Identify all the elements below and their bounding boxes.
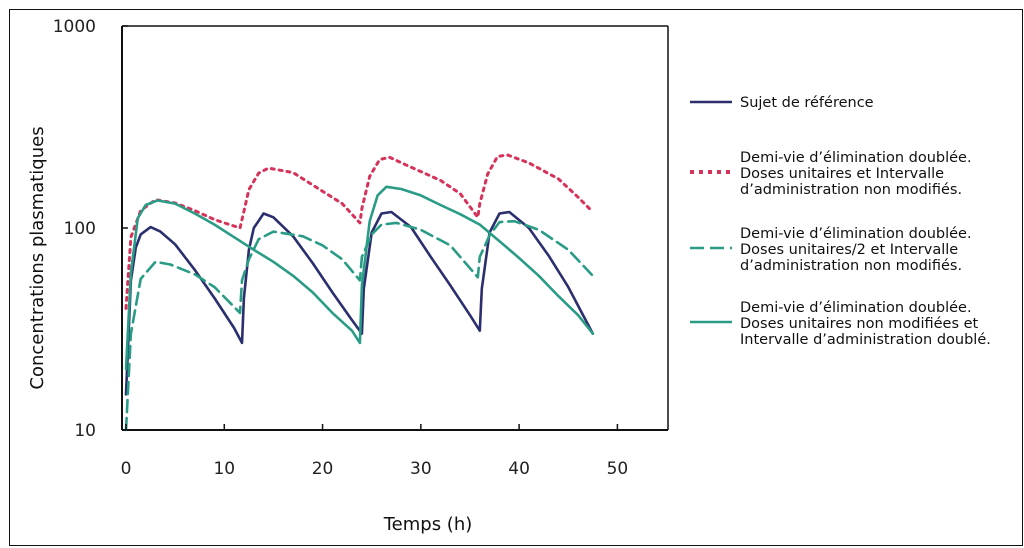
legend-label-4-line-2: Doses unitaires non modifiées et bbox=[740, 316, 979, 332]
legend-label-3-line-3: d’administration non modifiés. bbox=[740, 258, 962, 274]
legend-label-4-line-1: Demi-vie d’élimination doublée. bbox=[740, 300, 972, 316]
x-axis-label: Temps (h) bbox=[383, 514, 473, 535]
x-tick-label-40: 40 bbox=[508, 459, 530, 479]
series-layer bbox=[124, 153, 595, 432]
series-line-4 bbox=[124, 185, 595, 371]
y-tick-label-100: 100 bbox=[64, 219, 96, 239]
plot-area bbox=[121, 25, 669, 431]
legend-label-1-line-1: Sujet de référence bbox=[740, 95, 874, 111]
legend-label-2-line-3: d’administration non modifiés. bbox=[740, 182, 962, 198]
y-tick-label-1000: 1000 bbox=[53, 17, 96, 37]
series-line-3 bbox=[124, 219, 595, 432]
legend-label-4-line-3: Intervalle d’administration doublé. bbox=[740, 332, 991, 348]
legend: Sujet de référence Demi-vie d’élimination… bbox=[690, 95, 991, 348]
x-tick-label-50: 50 bbox=[607, 459, 629, 479]
legend-label-3-line-1: Demi-vie d’élimination doublée. bbox=[740, 226, 972, 242]
x-tick-label-10: 10 bbox=[213, 459, 235, 479]
series-line-2 bbox=[124, 153, 595, 310]
series-line-1 bbox=[124, 210, 595, 396]
x-tick-label-0: 0 bbox=[121, 459, 132, 479]
ticks-layer: 0 10 20 30 40 50 10 100 1000 bbox=[53, 17, 628, 479]
y-axis-label: Concentrations plasmatiques bbox=[27, 126, 48, 389]
legend-label-3-line-2: Doses unitaires/2 et Intervalle bbox=[740, 242, 958, 258]
y-tick-label-10: 10 bbox=[74, 421, 96, 441]
legend-label-2-line-1: Demi-vie d’élimination doublée. bbox=[740, 150, 972, 166]
figure-frame bbox=[9, 9, 1023, 546]
x-tick-label-30: 30 bbox=[410, 459, 432, 479]
legend-label-2-line-2: Doses unitaires et Intervalle bbox=[740, 166, 944, 182]
x-tick-label-20: 20 bbox=[312, 459, 334, 479]
